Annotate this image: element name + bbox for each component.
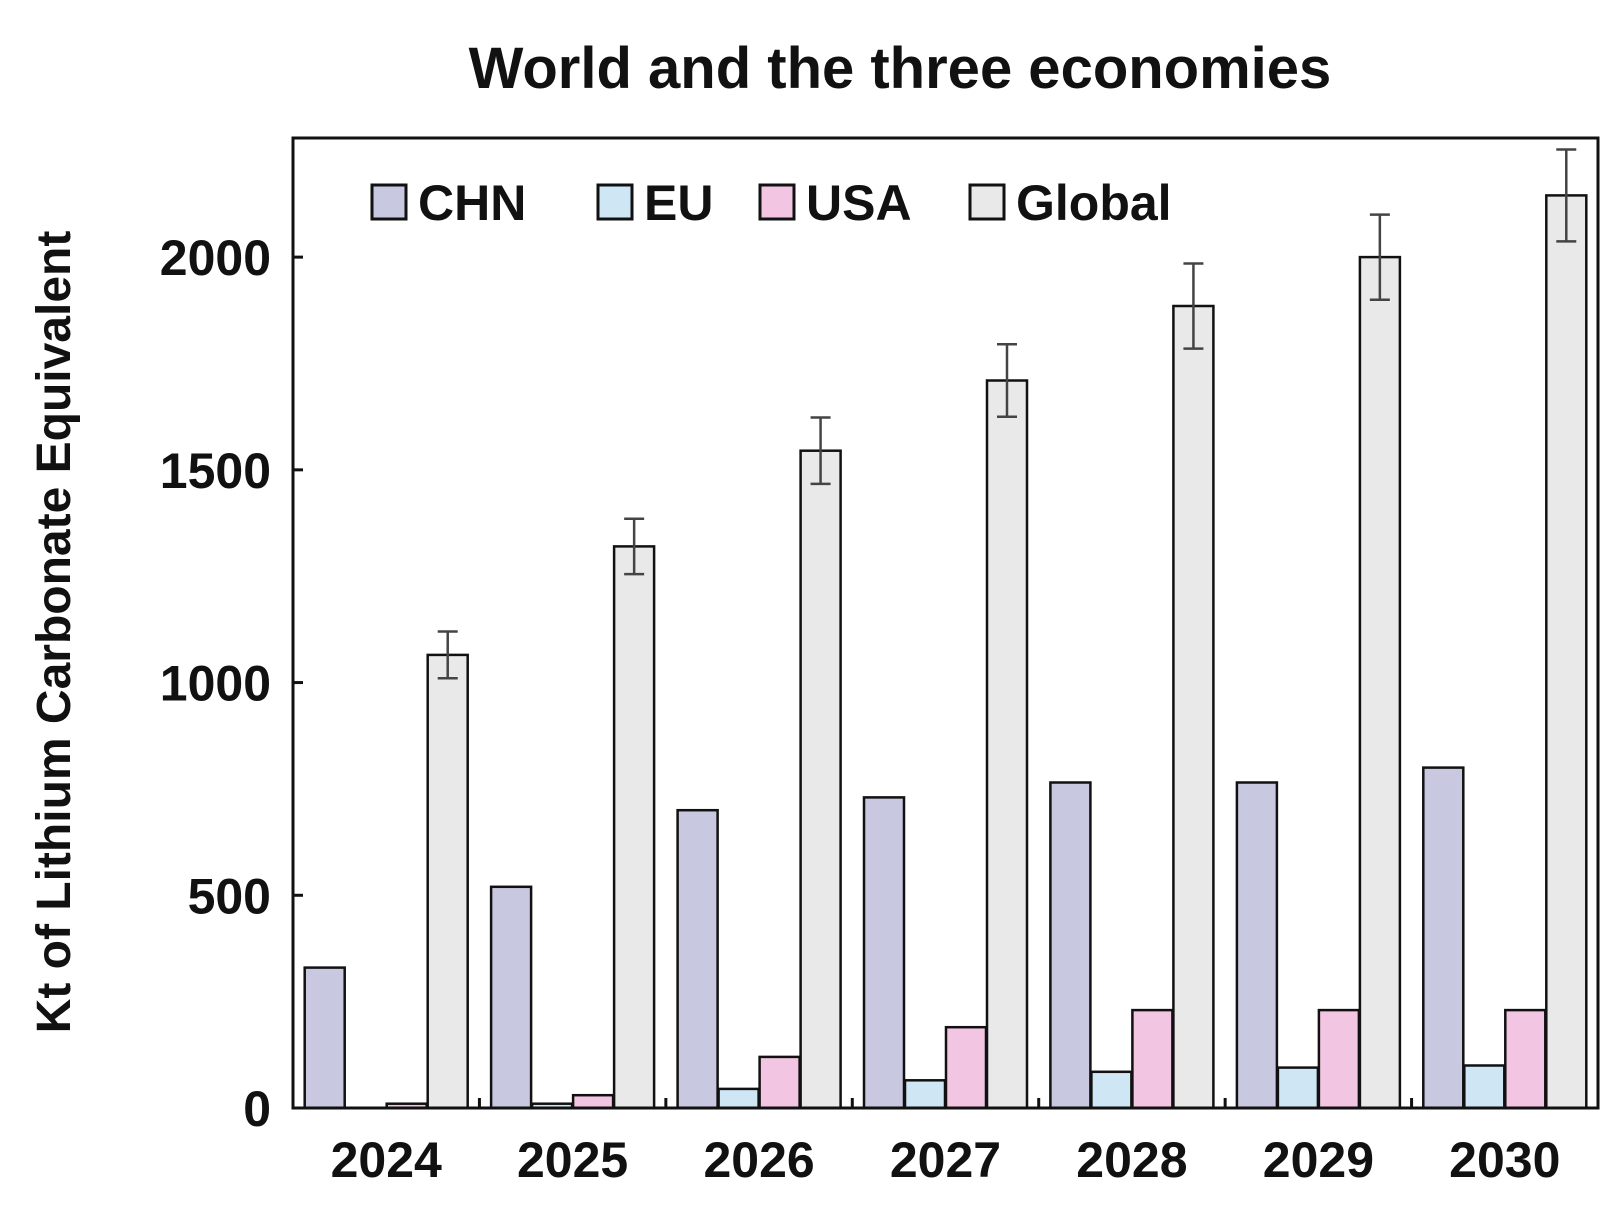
legend-label-global: Global: [1016, 175, 1172, 231]
x-tick-label-2029: 2029: [1263, 1132, 1374, 1188]
x-tick-label-2025: 2025: [517, 1132, 628, 1188]
bar-eu-2030: [1463, 1064, 1506, 1110]
bar-global-2029: [1358, 255, 1402, 1110]
legend-swatch-usa: [758, 183, 796, 221]
bar-global-2024: [426, 653, 469, 1110]
bar-global-2028: [1172, 304, 1215, 1110]
x-tick-label-2026: 2026: [703, 1132, 814, 1188]
bar-global-2025: [612, 545, 656, 1110]
bar-usa-2030: [1504, 1008, 1547, 1110]
x-tick-labels: 2024 2025 2026 2027 2028 2029 2030: [331, 1132, 1561, 1188]
legend-swatch-global: [968, 183, 1006, 221]
bars-layer: [303, 194, 1588, 1110]
bar-usa-2026: [758, 1055, 801, 1110]
y-tick-labels: 0 500 1000 1500 2000: [160, 230, 271, 1137]
legend-label-chn: CHN: [418, 175, 526, 231]
bar-global-2027: [985, 379, 1029, 1110]
bar-usa-2025: [571, 1093, 615, 1110]
bar-chn-2024: [303, 966, 346, 1110]
legend-label-eu: EU: [644, 175, 713, 231]
chart-title: World and the three economies: [469, 36, 1332, 101]
bar-chn-2026: [676, 808, 719, 1110]
bar-chn-2028: [1049, 781, 1092, 1110]
x-tick-label-2030: 2030: [1449, 1132, 1560, 1188]
bar-global-2026: [799, 449, 842, 1110]
bar-chn-2025: [489, 885, 533, 1110]
bar-eu-2027: [903, 1079, 947, 1110]
plot-frame: [291, 136, 1600, 1110]
y-tick-label-2000: 2000: [160, 230, 271, 286]
x-tick-label-2028: 2028: [1076, 1132, 1187, 1188]
bar-global-2030: [1545, 194, 1588, 1110]
y-tick-label-1500: 1500: [160, 443, 271, 499]
y-tick-label-1000: 1000: [160, 656, 271, 712]
y-axis-label: Kt of Lithium Carbonate Equivalent: [28, 231, 81, 1034]
legend-swatch-eu: [596, 183, 634, 221]
bar-eu-2026: [717, 1087, 760, 1110]
bar-chn-2030: [1422, 766, 1465, 1110]
legend-label-usa: USA: [806, 175, 912, 231]
y-tick-label-500: 500: [188, 868, 271, 924]
bar-eu-2028: [1090, 1070, 1133, 1110]
bar-chn-2027: [862, 796, 906, 1110]
bar-chn-2029: [1235, 781, 1279, 1110]
bar-usa-2029: [1317, 1008, 1361, 1110]
legend: CHN EU USA Global: [370, 175, 1172, 231]
x-tick-label-2024: 2024: [331, 1132, 442, 1188]
bar-usa-2028: [1131, 1008, 1174, 1110]
error-bars-layer: [437, 148, 1577, 680]
bar-eu-2029: [1276, 1066, 1320, 1110]
bar-usa-2027: [944, 1025, 988, 1110]
x-tick-label-2027: 2027: [890, 1132, 1001, 1188]
legend-swatch-chn: [370, 183, 408, 221]
axes-layer: [291, 136, 1600, 1110]
y-tick-label-0: 0: [243, 1081, 271, 1137]
